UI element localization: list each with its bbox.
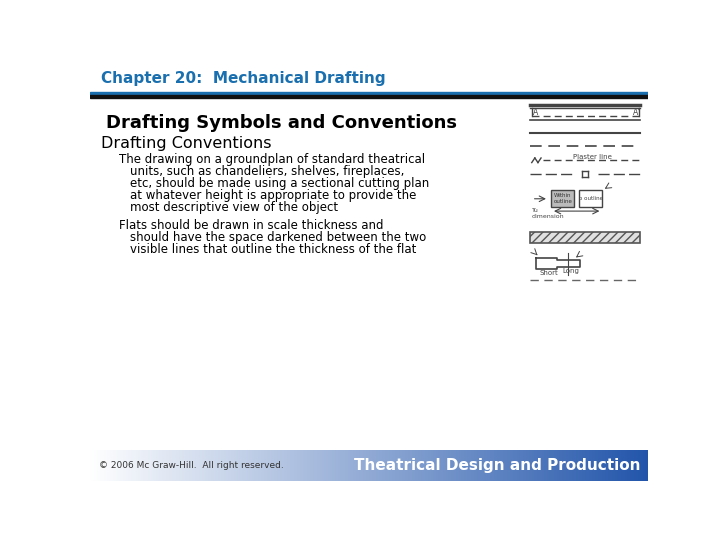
Text: A: A [533,108,538,117]
Text: at whatever height is appropriate to provide the: at whatever height is appropriate to pro… [130,189,417,202]
Text: © 2006 Mc Graw-Hill.  All right reserved.: © 2006 Mc Graw-Hill. All right reserved. [99,461,284,470]
Text: etc, should be made using a sectional cutting plan: etc, should be made using a sectional cu… [130,177,430,190]
Text: should have the space darkened between the two: should have the space darkened between t… [130,231,426,244]
Bar [90,65,648,92]
Bar [579,190,602,207]
Text: Tu
dimension: Tu dimension [532,208,564,219]
Text: units, such as chandeliers, shelves, fireplaces,: units, such as chandeliers, shelves, fir… [130,165,405,178]
Text: Short: Short [539,271,558,276]
Bar [90,95,648,98]
Text: Flats should be drawn in scale thickness and: Flats should be drawn in scale thickness… [120,219,384,232]
Bar [530,232,640,243]
Text: visible lines that outline the thickness of the flat: visible lines that outline the thickness… [130,242,417,255]
Text: Long: Long [563,268,580,274]
Text: The drawing on a groundplan of standard theatrical: The drawing on a groundplan of standard … [120,153,426,166]
Text: Chapter 20:  Mechanical Drafting: Chapter 20: Mechanical Drafting [101,71,385,86]
Text: Theatrical Design and Production: Theatrical Design and Production [354,458,640,472]
Text: Drafting Conventions: Drafting Conventions [101,136,271,151]
Text: o outline: o outline [579,196,603,201]
Bar [90,92,648,95]
Bar [551,190,575,207]
Text: most descriptive view of the object: most descriptive view of the object [130,201,338,214]
Text: Within
outline: Within outline [553,193,572,204]
Text: Drafting Symbols and Conventions: Drafting Symbols and Conventions [106,114,456,132]
Text: A': A' [632,108,640,117]
Text: Plaster line: Plaster line [573,153,612,159]
